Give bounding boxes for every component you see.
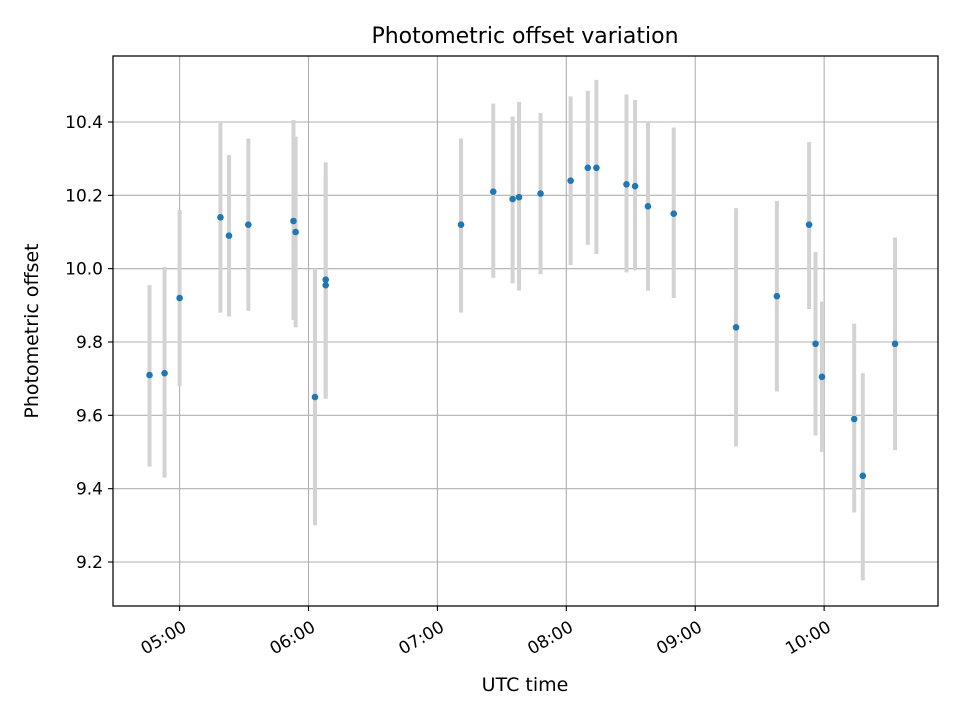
y-tick-label: 10.2	[65, 186, 103, 206]
y-tick-label: 10.4	[65, 113, 103, 133]
y-axis: 9.2 9.4 9.6 9.8 10.0 10.2 10.4	[65, 113, 113, 573]
data-point	[818, 373, 826, 381]
data-point	[290, 217, 297, 225]
data-point	[584, 164, 592, 172]
data-point	[292, 228, 299, 236]
data-point	[509, 195, 516, 203]
y-tick-label: 9.4	[76, 480, 103, 500]
data-point	[515, 193, 523, 201]
y-axis-label: Photometric offset	[21, 243, 43, 418]
data-point	[850, 415, 858, 423]
grid	[113, 56, 938, 606]
data-point	[891, 340, 899, 348]
data-point	[537, 190, 544, 197]
y-tick-label: 10.0	[65, 260, 103, 280]
data-points	[146, 164, 899, 480]
data-point	[311, 393, 319, 401]
data-point	[567, 177, 574, 184]
data-point	[217, 214, 224, 221]
x-axis-label: UTC time	[482, 674, 569, 696]
data-point	[322, 276, 329, 283]
data-point	[812, 340, 819, 348]
data-point	[593, 164, 600, 172]
data-point	[489, 188, 497, 195]
data-point	[225, 232, 233, 239]
data-point	[732, 324, 740, 331]
data-point	[670, 210, 678, 217]
data-point	[773, 292, 781, 300]
data-point	[859, 472, 867, 480]
y-tick-label: 9.8	[76, 333, 103, 353]
plot-frame	[112, 55, 939, 607]
data-point	[146, 371, 153, 379]
data-point	[457, 221, 465, 228]
data-point	[322, 281, 329, 289]
data-point	[176, 294, 183, 302]
data-point	[631, 182, 639, 190]
data-point	[623, 181, 630, 188]
chart-title: Photometric offset variation	[371, 24, 678, 49]
y-tick-label: 9.6	[76, 406, 103, 426]
data-point	[805, 221, 813, 228]
data-point	[161, 369, 168, 377]
data-point	[644, 203, 652, 210]
y-tick-label: 9.2	[76, 553, 103, 573]
data-point	[245, 221, 252, 228]
